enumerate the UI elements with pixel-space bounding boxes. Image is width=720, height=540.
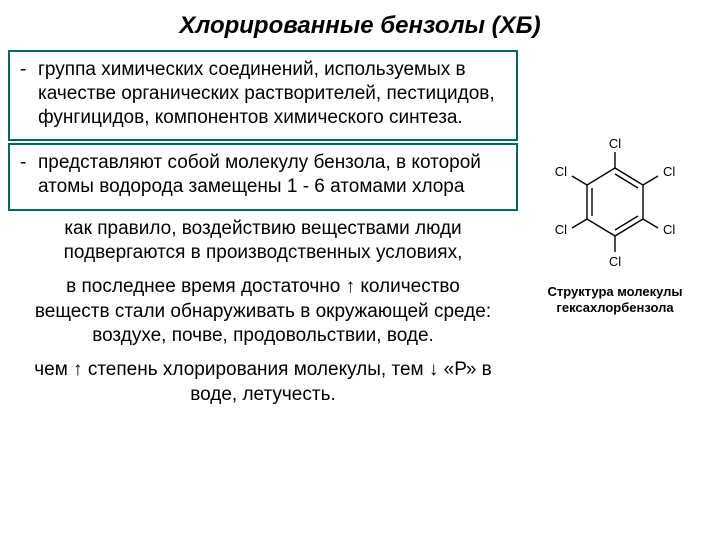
definition-box-2: - представляют собой молекулу бензола, в… [8, 143, 518, 211]
cl-label: Cl [663, 222, 675, 237]
molecule-diagram: Cl Cl Cl Cl Cl Cl [545, 130, 685, 280]
paragraph-3: чем ↑ степень хлорирования молекулы, тем… [8, 354, 518, 413]
bullet-dash: - [20, 151, 38, 199]
cl-label: Cl [609, 254, 621, 269]
paragraph-1: как правило, воздействию веществами люди… [8, 213, 518, 272]
cl-label: Cl [609, 136, 621, 151]
paragraph-2: в последнее время достаточно ↑ количеств… [8, 271, 518, 354]
bullet-dash: - [20, 58, 38, 129]
content-row: - группа химических соединений, использу… [0, 50, 720, 413]
definition-box-1: - группа химических соединений, использу… [8, 50, 518, 141]
definition-text-2: представляют собой молекулу бензола, в к… [38, 151, 506, 199]
text-column: - группа химических соединений, использу… [8, 50, 518, 413]
cl-label: Cl [555, 222, 567, 237]
side-column: Cl Cl Cl Cl Cl Cl Структура молекулы гек… [518, 50, 712, 413]
page-title: Хлорированные бензолы (ХБ) [0, 0, 720, 50]
definition-text-1: группа химических соединений, используем… [38, 58, 506, 129]
cl-label: Cl [663, 164, 675, 179]
molecule-caption: Структура молекулы гексахлорбензола [518, 284, 712, 315]
cl-label: Cl [555, 164, 567, 179]
